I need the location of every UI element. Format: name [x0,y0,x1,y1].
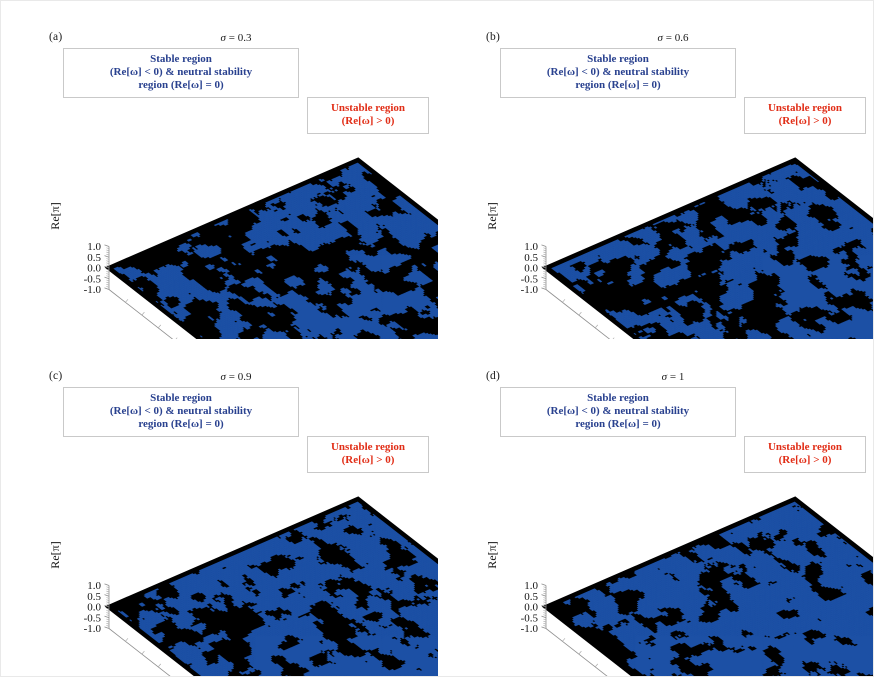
z-tick-label: -1.0 [84,284,102,296]
sigma-symbol: σ [220,371,226,383]
legend-unstable-line2: (Re[ω] > 0) [778,114,832,127]
axes: 1.00.50.0-0.5-1.0Re[π]123k1123k2 [48,541,171,676]
legend-stable-region: Stable region (Re[ω] < 0) & neutral stab… [500,48,736,98]
z-axis-title: Re[π] [48,202,62,229]
sigma-symbol: σ [220,32,226,44]
sigma-value: 0.6 [674,32,689,44]
sigma-value: 1 [678,371,685,383]
legend-unstable-line1: Unstable region [330,102,406,114]
legend-stable-line1: Stable region [587,392,649,404]
legend-unstable-line1: Unstable region [767,102,843,114]
legend-unstable-region: Unstable region (Re[ω] > 0) [744,436,866,473]
legend-stable-region: Stable region (Re[ω] < 0) & neutral stab… [63,387,299,437]
panel-title: σ = 1 [588,371,758,383]
panel-label: (c) [49,370,63,382]
legend-stable-line2: (Re[ω] < 0) & neutral stability [109,65,253,78]
z-tick-label: 0.5 [87,252,101,264]
equals-sign: = [667,371,679,383]
legend-stable-region: Stable region (Re[ω] < 0) & neutral stab… [63,48,299,98]
surface-rim [104,496,438,676]
legend-unstable-region: Unstable region (Re[ω] > 0) [307,436,429,473]
legend-unstable-line1: Unstable region [767,441,843,453]
z-tick-label: -0.5 [521,273,539,285]
z-tick-label: 0.0 [87,263,101,275]
panel-d: (d) σ = 1 1.00.50.0-0.5-1.0Re[π]123k1123… [438,340,873,676]
z-tick-label: 0.0 [524,263,538,275]
legend-stable-line2: (Re[ω] < 0) & neutral stability [546,65,690,78]
panel-title: σ = 0.3 [151,32,321,44]
panel-label: (b) [486,31,501,43]
legend-stable-line1: Stable region [150,392,212,404]
z-tick-label: 1.0 [87,580,101,592]
legend-stable-line3: region (Re[ω] = 0) [138,78,224,91]
legend-unstable-line2: (Re[ω] > 0) [341,453,395,466]
z-axis-title: Re[π] [48,541,62,568]
surface-plot: 1.00.50.0-0.5-1.0Re[π]123k1123k2 [48,496,438,676]
z-tick-label: -1.0 [84,623,102,635]
legend-stable-line3: region (Re[ω] = 0) [138,417,224,430]
z-tick-label: -1.0 [521,284,539,296]
sigma-value: 0.3 [237,32,252,44]
z-tick-label: -0.5 [84,612,102,624]
legend-stable-line2: (Re[ω] < 0) & neutral stability [109,404,253,417]
z-tick-label: -1.0 [521,623,539,635]
legend-stable-line2: (Re[ω] < 0) & neutral stability [546,404,690,417]
surface-rim [104,157,438,339]
sigma-value: 0.9 [237,371,252,383]
surface-plot: 1.00.50.0-0.5-1.0Re[π]123k1123k2 [485,496,873,676]
z-tick-label: -0.5 [84,273,102,285]
legend-unstable-line2: (Re[ω] > 0) [778,453,832,466]
z-tick-label: 1.0 [524,241,538,253]
axes: 1.00.50.0-0.5-1.0Re[π]123k1123k2 [485,202,615,339]
z-tick-label: 0.0 [87,602,101,614]
z-tick-label: 0.5 [87,591,101,603]
z-axis-title: Re[π] [485,541,499,568]
z-tick-label: 1.0 [524,580,538,592]
panel-label: (d) [486,370,501,382]
z-tick-label: -0.5 [521,612,539,624]
legend-unstable-line2: (Re[ω] > 0) [341,114,395,127]
legend-stable-line3: region (Re[ω] = 0) [575,78,661,91]
sigma-symbol: σ [657,32,663,44]
z-tick-label: 0.0 [524,602,538,614]
legend-unstable-region: Unstable region (Re[ω] > 0) [744,97,866,134]
equals-sign: = [225,371,238,383]
legend-unstable-line1: Unstable region [330,441,406,453]
legend-stable-region: Stable region (Re[ω] < 0) & neutral stab… [500,387,736,437]
plot-scene: 1.00.50.0-0.5-1.0Re[π]123k1123k2 [438,340,873,676]
legend-stable-line1: Stable region [587,53,649,65]
panel-label: (a) [49,31,63,43]
legend-unstable-region: Unstable region (Re[ω] > 0) [307,97,429,134]
z-tick-label: 0.5 [524,591,538,603]
legend-stable-line3: region (Re[ω] = 0) [575,417,661,430]
surface-rim [541,496,873,676]
equals-sign: = [225,32,238,44]
equals-sign: = [662,32,675,44]
surface-plot: 1.00.50.0-0.5-1.0Re[π]123k1123k2 [48,157,438,339]
panel-b: (b) σ = 0.6 1.00.50.0-0.5-1.0Re[π]123k11… [438,1,873,339]
panel-a: (a) σ = 0.3 1.00.50.0-0.5-1.0Re[π]123k11… [1,1,438,339]
panel-title: σ = 0.9 [151,371,321,383]
axes: 1.00.50.0-0.5-1.0Re[π]123k1123k2 [48,202,178,339]
axes: 1.00.50.0-0.5-1.0Re[π]123k1123k2 [485,541,608,676]
legend-stable-line1: Stable region [150,53,212,65]
z-axis-title: Re[π] [485,202,499,229]
sigma-symbol: σ [661,371,668,383]
surface-plot: 1.00.50.0-0.5-1.0Re[π]123k1123k2 [485,157,873,339]
z-tick-label: 1.0 [87,241,101,253]
z-tick-label: 0.5 [524,252,538,264]
panel-c: (c) σ = 0.9 1.00.50.0-0.5-1.0Re[π]123k11… [1,340,438,676]
surface-rim [541,157,873,339]
plot-scene: 1.00.50.0-0.5-1.0Re[π]123k1123k2 [1,1,438,339]
panel-title: σ = 0.6 [588,32,758,44]
plot-scene: 1.00.50.0-0.5-1.0Re[π]123k1123k2 [438,1,873,339]
plot-scene: 1.00.50.0-0.5-1.0Re[π]123k1123k2 [1,340,438,676]
